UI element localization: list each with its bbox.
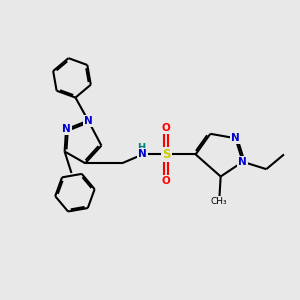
Text: N: N (84, 116, 92, 126)
Text: H: H (137, 143, 145, 153)
Text: O: O (162, 176, 171, 186)
Text: N: N (238, 157, 247, 167)
Text: N: N (231, 133, 240, 143)
Text: CH₃: CH₃ (211, 197, 227, 206)
Text: O: O (162, 123, 171, 133)
Text: N: N (62, 124, 70, 134)
Text: N: N (138, 149, 147, 159)
Text: S: S (162, 148, 170, 161)
